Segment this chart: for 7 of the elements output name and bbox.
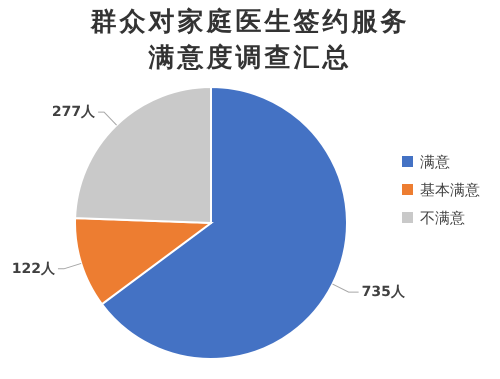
legend-label: 满意 — [420, 152, 450, 172]
legend-label: 基本满意 — [420, 180, 480, 200]
data-label: 122人 — [12, 260, 56, 277]
data-label: 277人 — [52, 104, 96, 120]
legend-label: 不满意 — [420, 208, 465, 228]
chart-title: 群众对家庭医生签约服务满意度调查汇总 — [89, 6, 410, 75]
data-label: 735人 — [362, 284, 406, 300]
